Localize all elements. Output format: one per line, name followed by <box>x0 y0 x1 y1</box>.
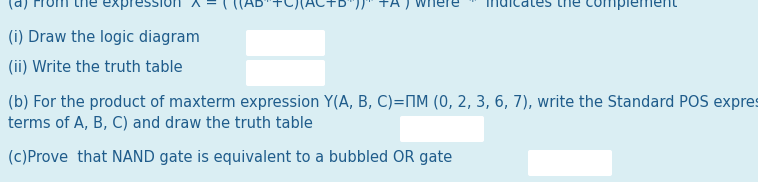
Text: (i) Draw the logic diagram: (i) Draw the logic diagram <box>8 30 200 45</box>
Text: (b) For the product of maxterm expression Y(A, B, C)=ΠM (0, 2, 3, 6, 7), write t: (b) For the product of maxterm expressio… <box>8 95 758 110</box>
Text: terms of A, B, C) and draw the truth table: terms of A, B, C) and draw the truth tab… <box>8 115 313 130</box>
Text: (ii) Write the truth table: (ii) Write the truth table <box>8 60 183 75</box>
FancyBboxPatch shape <box>528 150 612 176</box>
FancyBboxPatch shape <box>246 60 325 86</box>
FancyBboxPatch shape <box>400 116 484 142</box>
Text: (a) From the expression  X = ( ((AB*+C)(AC+B*))* +A ) where ‘*’ indicates the co: (a) From the expression X = ( ((AB*+C)(A… <box>8 0 678 10</box>
Text: (c)Prove  that NAND gate is equivalent to a bubbled OR gate: (c)Prove that NAND gate is equivalent to… <box>8 150 453 165</box>
FancyBboxPatch shape <box>246 30 325 56</box>
